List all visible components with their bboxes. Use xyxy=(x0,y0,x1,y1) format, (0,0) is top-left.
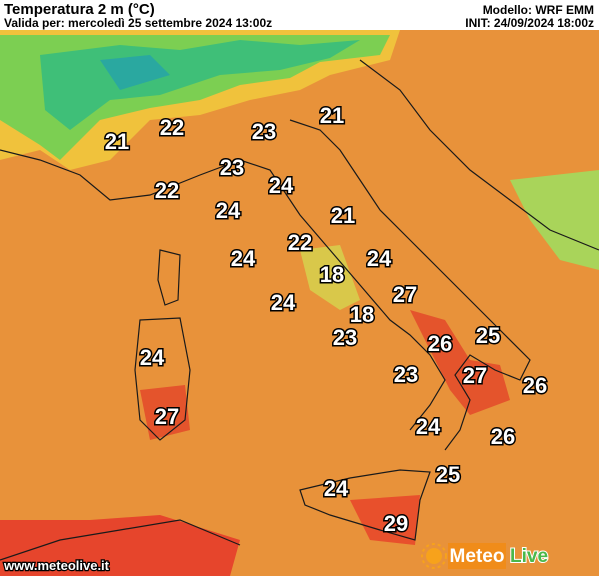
warm-south xyxy=(410,310,510,415)
temperature-label: 29 xyxy=(384,511,408,536)
logo-sun xyxy=(426,548,442,564)
logo-box xyxy=(448,543,506,569)
logo-meteo: Meteo xyxy=(450,546,505,567)
temperature-label: 23 xyxy=(252,119,276,144)
temperature-label: 27 xyxy=(463,363,487,388)
corsica xyxy=(157,249,181,306)
apennine-zone xyxy=(300,245,360,310)
temperature-label: 23 xyxy=(333,325,357,350)
temperature-fields xyxy=(0,30,599,576)
temperature-label: 24 xyxy=(416,414,441,439)
coastline-east xyxy=(289,119,531,451)
temperature-label: 21 xyxy=(320,103,344,128)
title: Temperatura 2 m (°C) xyxy=(4,1,155,18)
model: Modello: WRF EMM xyxy=(483,3,594,17)
logo-live: Live xyxy=(510,546,548,567)
temperature-label: 26 xyxy=(491,424,515,449)
temperature-label: 25 xyxy=(436,462,460,487)
temperature-label: 24 xyxy=(269,173,294,198)
temperature-label: 23 xyxy=(220,155,244,180)
temperature-label: 24 xyxy=(324,476,349,501)
temperature-label: 26 xyxy=(428,331,452,356)
temperature-label: 24 xyxy=(367,246,392,271)
temperature-label: 22 xyxy=(288,230,312,255)
coastlines xyxy=(0,59,599,561)
temperature-label: 25 xyxy=(476,323,500,348)
temperature-label: 26 xyxy=(523,373,547,398)
temperature-label: 27 xyxy=(393,282,417,307)
warm-sicily xyxy=(350,495,420,545)
warm-africa xyxy=(0,515,240,576)
logo-sun-rays xyxy=(421,543,447,569)
green-zone-east xyxy=(510,170,599,270)
footer-url: www.meteolive.it xyxy=(3,558,110,573)
temperature-label: 18 xyxy=(350,302,374,327)
temperature-label: 23 xyxy=(394,362,418,387)
sicily xyxy=(299,469,431,541)
temperature-label: 27 xyxy=(155,404,179,429)
temperature-label: 21 xyxy=(331,203,355,228)
valid-time: Valida per: mercoledì 25 settembre 2024 … xyxy=(4,16,272,30)
temperature-label: 24 xyxy=(140,345,165,370)
temperature-label: 21 xyxy=(105,129,129,154)
logo: Meteo Live xyxy=(421,543,549,569)
init-time: INIT: 24/09/2024 18:00z xyxy=(465,16,594,30)
temperature-label: 22 xyxy=(155,178,179,203)
cold-zone xyxy=(100,55,170,90)
temperature-label: 24 xyxy=(271,290,296,315)
temperature-label: 24 xyxy=(231,246,256,271)
temperature-label: 22 xyxy=(160,115,184,140)
temperature-label: 18 xyxy=(320,262,344,287)
temperature-label: 24 xyxy=(216,198,241,223)
coastline-africa xyxy=(0,519,241,561)
coastline-balkan xyxy=(359,59,599,251)
sardinia xyxy=(134,317,191,441)
coastline-west xyxy=(0,149,446,431)
